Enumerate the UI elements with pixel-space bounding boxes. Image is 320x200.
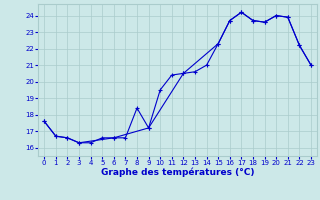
X-axis label: Graphe des températures (°C): Graphe des températures (°C) [101,168,254,177]
